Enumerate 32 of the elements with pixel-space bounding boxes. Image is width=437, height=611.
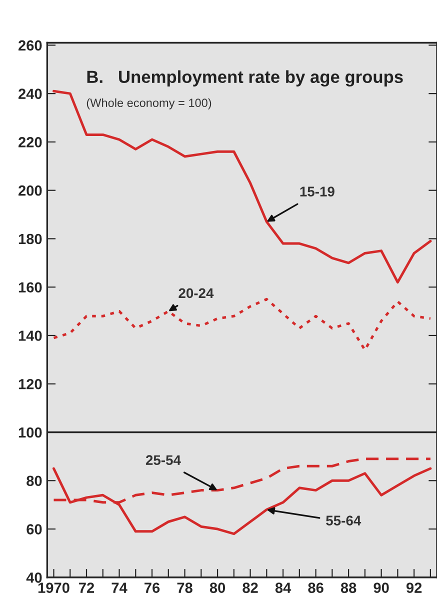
y-tick-label: 260 (18, 40, 42, 51)
series-label: 55-64 (326, 516, 362, 526)
y-tick-label: 80 (26, 476, 42, 486)
x-tick-label: 90 (374, 582, 389, 593)
x-tick-label: 72 (79, 582, 94, 593)
y-tick-label: 240 (18, 88, 42, 99)
text: B. Unemployment rate by age groups (87, 70, 403, 87)
line-series (52, 90, 432, 284)
y-tick-label: 100 (18, 427, 42, 438)
y-tick-label: 220 (18, 137, 42, 148)
y-tick-label: 140 (18, 330, 42, 341)
y-tick-label: 120 (18, 378, 42, 390)
y-tick-label: 60 (26, 524, 42, 534)
x-tick-label: 92 (406, 582, 422, 593)
x-tick-label: 88 (340, 582, 356, 593)
y-tick-label: 160 (18, 282, 42, 293)
series-label: 20-24 (178, 288, 214, 298)
text: (Whole economy = 100) (86, 98, 212, 110)
x-tick-label: 80 (210, 582, 226, 593)
text: 25-54 (146, 455, 181, 466)
x-tick-label: 74 (112, 582, 128, 593)
x-tick-label: 82 (242, 582, 258, 593)
text: 15-19 (300, 186, 334, 196)
line-series (52, 298, 432, 352)
x-tick-label: 84 (275, 582, 292, 593)
x-tick-label: 76 (144, 582, 160, 593)
y-tick-label: 40 (26, 572, 42, 583)
y-tick-label: 200 (18, 185, 42, 196)
x-tick-label: 1970 (38, 582, 70, 593)
y-tick-label: 180 (18, 234, 42, 244)
x-tick-label: 78 (177, 582, 192, 593)
x-tick-label: 86 (308, 582, 324, 593)
